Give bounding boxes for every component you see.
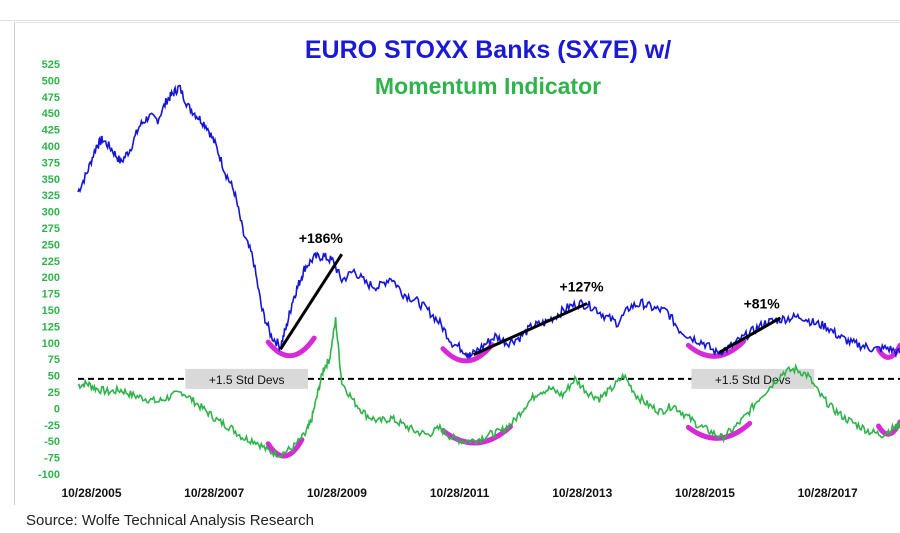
y-tick-label: 400	[42, 141, 60, 153]
y-axis: -100 -75 -50 -25 0 25 50 75 100 125 150 175 200 225 25…	[38, 59, 60, 481]
gain-annotation: +186%	[299, 230, 344, 246]
gain-annotation: +81%	[744, 296, 781, 312]
chart-frame	[14, 22, 900, 505]
bottom-arcs	[265, 335, 900, 459]
y-tick-label: -50	[44, 436, 60, 448]
y-tick-label: 250	[42, 239, 60, 251]
x-tick-label: 10/28/2011	[430, 486, 490, 500]
y-tick-label: 325	[42, 190, 60, 202]
y-tick-label: 275	[42, 223, 60, 235]
x-tick-label: 10/28/2009	[307, 486, 367, 500]
bottom-arc	[265, 335, 317, 359]
y-tick-label: 475	[42, 92, 60, 104]
y-tick-label: 50	[48, 371, 60, 383]
y-tick-label: 225	[42, 256, 60, 268]
std-dev-box	[185, 368, 309, 389]
y-tick-label: -25	[44, 420, 60, 432]
trend-lines: +186% +127% +81%	[279, 230, 782, 356]
x-tick-label: 10/28/2013	[552, 486, 612, 500]
y-tick-label: 175	[42, 289, 60, 301]
momentum-line	[77, 317, 900, 459]
x-axis: 10/28/2005 10/28/2007 10/28/2009 10/28/2011…	[61, 486, 858, 500]
std-dev-label: +1.5 Std Devs	[715, 373, 791, 387]
y-tick-label: 525	[42, 59, 60, 71]
y-tick-label: 425	[42, 125, 60, 137]
x-tick-label: 10/28/2015	[675, 486, 735, 500]
y-tick-label: 350	[42, 174, 60, 186]
chart-title-line2: Momentum Indicator	[375, 73, 601, 99]
y-tick-label: 0	[54, 403, 60, 415]
std-dev-label: +1.5 Std Devs	[209, 373, 285, 387]
source-note: Source: Wolfe Technical Analysis Researc…	[26, 512, 314, 529]
y-tick-label: 450	[42, 108, 60, 120]
chart-svg: -100 -75 -50 -25 0 25 50 75 100 125 150 175 200 225 25…	[38, 36, 900, 500]
bottom-arc	[685, 338, 747, 359]
x-tick-label: 10/28/2017	[798, 486, 858, 500]
x-tick-label: 10/28/2005	[61, 486, 121, 500]
top-divider	[0, 20, 900, 21]
y-tick-label: 125	[42, 321, 60, 333]
gain-annotation: +127%	[560, 279, 605, 295]
y-tick-label: 375	[42, 157, 60, 169]
trend-line	[473, 302, 588, 356]
y-tick-label: 75	[48, 354, 60, 366]
bottom-arc	[265, 437, 305, 459]
price-line	[77, 84, 900, 361]
y-tick-label: 150	[42, 305, 60, 317]
chart-title-line1: EURO STOXX Banks (SX7E) w/	[305, 36, 671, 64]
y-tick-label: 25	[48, 387, 60, 399]
x-tick-label: 10/28/2007	[184, 486, 244, 500]
bottom-arc	[685, 420, 753, 441]
y-tick-label: -75	[44, 453, 60, 465]
y-tick-label: 300	[42, 207, 60, 219]
trend-line	[279, 253, 344, 351]
y-tick-label: 500	[42, 75, 60, 87]
y-tick-label: 200	[42, 272, 60, 284]
trend-line	[718, 316, 782, 354]
y-tick-label: 100	[42, 338, 60, 350]
y-tick-label: -100	[38, 469, 60, 481]
